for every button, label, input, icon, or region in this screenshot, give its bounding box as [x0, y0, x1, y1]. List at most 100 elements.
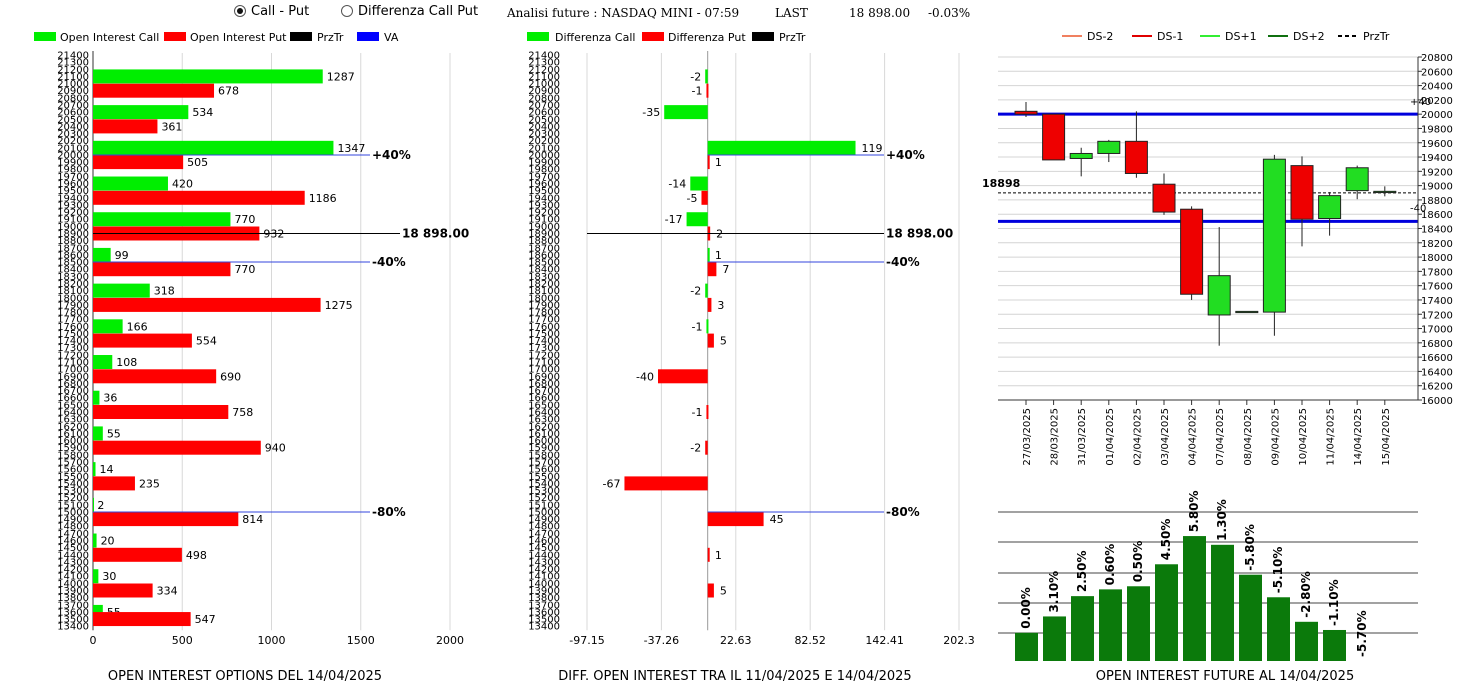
p3-date-label: 02/04/2025 — [1132, 408, 1143, 466]
p2-strike-label: 16600 — [528, 393, 560, 404]
bar-value-label: 55 — [107, 427, 121, 440]
p2-strike-label: 18100 — [528, 286, 560, 297]
p1-strike-label: 13600 — [57, 607, 89, 618]
p2-strike-label: 14100 — [528, 572, 560, 583]
p2-strike-label: 14500 — [528, 543, 560, 554]
p2-xtick-label: 82.52 — [794, 634, 826, 647]
p1-xtick-label: 0 — [90, 634, 97, 647]
p3-ytick-label: 16200 — [1421, 382, 1453, 393]
p2-marker-label: -40% — [886, 255, 920, 269]
p2-strike-label: 21000 — [528, 79, 560, 90]
diff-bar-value-label: -67 — [602, 477, 620, 490]
bar-value-label: 1275 — [325, 299, 353, 312]
p1-strike-label: 20000 — [57, 150, 89, 161]
p2-strike-label: 16300 — [528, 415, 560, 426]
diff-put-bar — [701, 190, 708, 205]
bar-value-label: 1287 — [327, 70, 355, 83]
candle-up — [1318, 195, 1342, 219]
candle-down — [1042, 113, 1066, 161]
radio-call-put-indicator[interactable] — [234, 5, 246, 17]
radio-diff-call-put[interactable]: Differenza Call Put — [341, 4, 478, 19]
p3-ytick-label: 16600 — [1421, 353, 1453, 364]
p2-strike-label: 19600 — [528, 179, 560, 190]
legend-call-label: Open Interest Call — [60, 31, 159, 44]
diff-bar-value-label: 3 — [717, 299, 724, 312]
oi-future-bar — [1071, 596, 1094, 661]
p3-date-label: 27/03/2025 — [1022, 408, 1033, 466]
legend-swatch-p2-przTr — [752, 32, 774, 41]
p2-xtick-label: -37.26 — [644, 634, 679, 647]
radio-diff-indicator[interactable] — [341, 5, 353, 17]
diff-put-bar — [706, 405, 709, 419]
radio-call-put-label: Call - Put — [251, 4, 310, 19]
p1-markers: +40% 18 898.00 -40% -80% — [93, 148, 469, 519]
bar-value-label: 2 — [97, 499, 104, 512]
p3-date-label: 03/04/2025 — [1160, 408, 1171, 466]
p1-strike-label: 19200 — [57, 208, 89, 219]
diff-bar-value-label: 45 — [770, 513, 784, 526]
p1-strike-label: 16100 — [57, 429, 89, 440]
p3-legend-label: DS-1 — [1157, 30, 1183, 43]
p3-ytick-label: 17600 — [1421, 282, 1453, 293]
p3-date-label: 01/04/2025 — [1105, 408, 1116, 466]
diff-put-bar — [624, 476, 708, 491]
p1-strike-label: 15000 — [57, 507, 89, 518]
p1-strike-label: 14200 — [57, 565, 89, 576]
candle-down — [1014, 110, 1038, 115]
candle-up — [1345, 167, 1369, 192]
p1-strike-label: 16600 — [57, 393, 89, 404]
p3-legend-label: DS+1 — [1225, 30, 1257, 43]
p2-strike-label: 14300 — [528, 557, 560, 568]
p1-strike-label: 17000 — [57, 365, 89, 376]
p2-strike-label: 20500 — [528, 115, 560, 126]
call-bar — [93, 319, 123, 334]
p1-strike-label: 20400 — [57, 122, 89, 133]
p1-strike-label: 13400 — [57, 622, 89, 633]
p1-strike-label: 18600 — [57, 250, 89, 261]
bar-value-label: 420 — [172, 178, 193, 191]
p2-strike-label: 19100 — [528, 215, 560, 226]
legend-swatch-put — [164, 32, 186, 41]
bar-value-label: 770 — [234, 213, 255, 226]
p2-strike-label: 17000 — [528, 365, 560, 376]
p1-strike-label: 13800 — [57, 593, 89, 604]
p3-axes: 16000 16200 16400 16600 16800 17000 17200 17400… — [982, 53, 1453, 466]
p3-legend-label: PrzTr — [1363, 30, 1390, 43]
p3-ytick-label: 20000 — [1421, 110, 1453, 121]
p1-strike-label: 19100 — [57, 215, 89, 226]
put-bar — [93, 547, 182, 562]
p2-strike-label: 18800 — [528, 236, 560, 247]
p1-strike-label: 13500 — [57, 615, 89, 626]
p1-xtick-label: 1000 — [258, 634, 286, 647]
bar-value-label: 334 — [157, 585, 178, 598]
p1-strike-label: 21300 — [57, 58, 89, 69]
p2-strike-label: 20600 — [528, 108, 560, 119]
put-bar — [93, 583, 153, 598]
p3-date-label: 28/03/2025 — [1050, 408, 1061, 466]
call-bar — [93, 426, 103, 441]
diff-bar-value-label: -1 — [691, 85, 702, 98]
radio-call-put[interactable]: Call - Put — [234, 4, 309, 19]
call-bar — [93, 212, 231, 227]
p2-marker-label: 18 898.00 — [886, 227, 953, 241]
p1-strike-label: 14500 — [57, 543, 89, 554]
diff-put-bar — [707, 262, 717, 277]
bar-value-label: 166 — [127, 320, 148, 333]
p3-level-label: +40 — [1410, 97, 1431, 108]
bar-value-label: 678 — [218, 85, 239, 98]
p1-title: OPEN INTEREST OPTIONS DEL 14/04/2025 — [108, 669, 382, 684]
p1-strike-label: 19800 — [57, 165, 89, 176]
marker-label: 18 898.00 — [402, 227, 469, 241]
bar-value-label: 14 — [99, 463, 113, 476]
p3-ytick-label: 19800 — [1421, 124, 1453, 135]
p2-strike-label: 13700 — [528, 600, 560, 611]
p1-strike-label: 16000 — [57, 436, 89, 447]
oi-future-bar — [1155, 564, 1178, 661]
bar-value-label: 1186 — [309, 192, 337, 205]
oi-future-bar — [1239, 574, 1262, 661]
p3-date-label: 14/04/2025 — [1353, 408, 1364, 466]
p2-strike-label: 20300 — [528, 129, 560, 140]
diff-put-bar — [706, 83, 709, 98]
diff-call-bar — [664, 105, 708, 120]
p3-ytick-label: 18400 — [1421, 225, 1453, 236]
